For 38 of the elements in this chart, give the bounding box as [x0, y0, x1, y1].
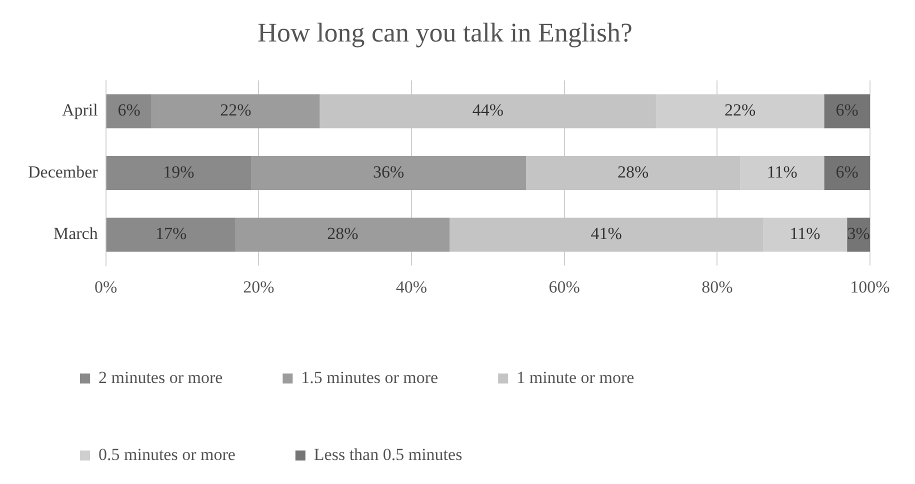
- legend-label: 1.5 minutes or more: [301, 368, 438, 387]
- legend-label: 1 minute or more: [516, 368, 634, 387]
- legend-label: 2 minutes or more: [98, 368, 223, 387]
- legend-label: Less than 0.5 minutes: [314, 444, 462, 464]
- data-label: 22%: [724, 100, 756, 120]
- data-label: 28%: [618, 162, 649, 182]
- y-tick-label: March: [53, 224, 98, 244]
- x-tick-label: 80%: [702, 277, 733, 296]
- data-label: 28%: [327, 224, 358, 244]
- chart-title: How long can you talk in English?: [258, 17, 632, 48]
- bar: [824, 94, 870, 128]
- bar: [251, 156, 526, 190]
- bar: [236, 218, 450, 252]
- data-label: 3%: [847, 224, 870, 244]
- bar: [824, 156, 870, 190]
- x-tick-label: 0%: [94, 277, 118, 296]
- data-label: 22%: [220, 100, 252, 120]
- x-tick-label: 60%: [548, 277, 580, 296]
- bar: [106, 156, 252, 190]
- data-label: 6%: [836, 162, 858, 182]
- data-label: 11%: [766, 162, 798, 182]
- data-label: 17%: [155, 224, 187, 244]
- data-label: 19%: [163, 162, 194, 182]
- data-label: 44%: [472, 100, 504, 120]
- x-tick-label: 20%: [243, 277, 274, 296]
- bar: [106, 218, 236, 252]
- y-tick-label: April: [62, 100, 98, 120]
- x-tick-label: 40%: [396, 277, 428, 296]
- data-label: 6%: [836, 100, 858, 120]
- y-tick-label: December: [28, 162, 98, 182]
- x-tick-label: 100%: [850, 277, 890, 296]
- data-label: 6%: [118, 100, 140, 120]
- data-label: 41%: [590, 224, 622, 244]
- data-label: 11%: [790, 224, 820, 244]
- bar: [106, 94, 152, 128]
- data-label: 36%: [372, 162, 404, 182]
- bar: [152, 94, 320, 128]
- legend-label: 0.5 minutes or more: [98, 444, 236, 464]
